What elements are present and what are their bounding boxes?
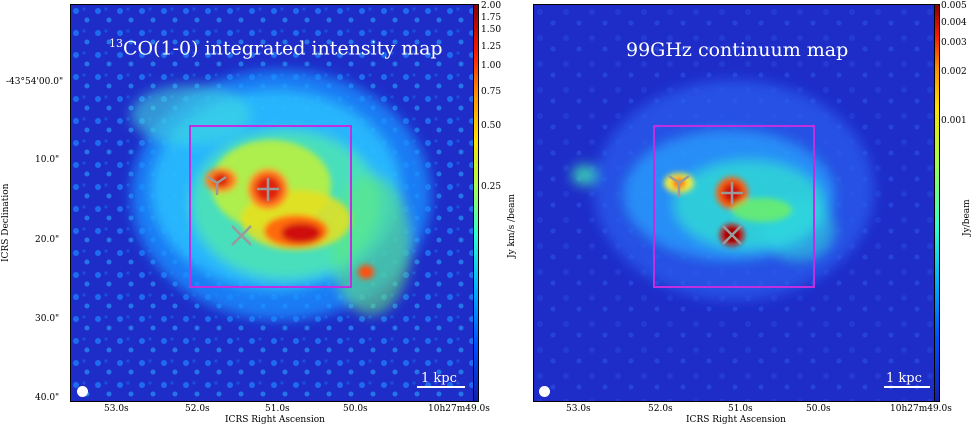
continuum-cbar-tick-0: 0.005	[941, 1, 967, 11]
co-cbar-tick-3: 1.25	[481, 42, 502, 52]
co-y-tick-1: 10.0"	[35, 155, 60, 165]
co-intensity-map: 13CO(1-0) integrated intensity map 1 kpc	[70, 4, 474, 402]
continuum-x-tick-4: 10h27m49.0s	[890, 404, 952, 414]
co-cbar-tick-7: 0.25	[481, 182, 502, 192]
co-x-tick-3: 50.0s	[343, 404, 368, 414]
co-y-axis-title: ICRS Declination	[1, 183, 11, 262]
co-map-title: 13CO(1-0) integrated intensity map	[109, 37, 443, 60]
continuum-map: 99GHz continuum map 1 kpc	[533, 4, 935, 402]
co-scalebar-label: 1 kpc	[421, 371, 457, 386]
co-cbar-tick-5: 0.75	[481, 87, 502, 97]
co-cbar-tick-0: 2.00	[481, 1, 502, 11]
continuum-x-tick-2: 51.0s	[728, 404, 753, 414]
co-y-tick-2: 20.0"	[35, 235, 60, 245]
co-cbar-tick-4: 1.00	[481, 61, 502, 71]
co-colorbar-title: Jy km/s /beam	[507, 193, 517, 258]
region-box	[189, 125, 352, 288]
continuum-scalebar-label: 1 kpc	[886, 371, 922, 386]
continuum-x-tick-1: 52.0s	[648, 404, 673, 414]
continuum-x-axis-title: ICRS Right Ascension	[686, 415, 786, 425]
continuum-map-title: 99GHz continuum map	[626, 39, 849, 61]
continuum-cbar-tick-3: 0.002	[941, 67, 967, 77]
co-y-tick-0: -43°54'00.0"	[6, 77, 64, 87]
continuum-scalebar-line	[884, 386, 930, 388]
continuum-x-tick-3: 50.0s	[806, 404, 831, 414]
co-x-tick-0: 53.0s	[104, 404, 129, 414]
continuum-cbar-tick-4: 0.001	[941, 116, 967, 126]
co-beam-ellipse	[77, 386, 88, 397]
continuum-cbar-tick-1: 0.004	[941, 18, 967, 28]
co-cbar-tick-6: 0.50	[481, 121, 502, 131]
continuum-x-tick-0: 53.0s	[566, 404, 591, 414]
co-x-tick-2: 51.0s	[265, 404, 290, 414]
co-x-tick-4: 10h27m49.0s	[428, 404, 490, 414]
co-cbar-tick-2: 1.50	[481, 25, 502, 35]
source-markers	[207, 175, 279, 246]
co-scalebar-line	[417, 386, 465, 388]
co-x-axis-title: ICRS Right Ascension	[225, 415, 325, 425]
co-y-tick-3: 30.0"	[35, 314, 60, 324]
continuum-colorbar	[934, 4, 940, 402]
co-colorbar	[473, 4, 479, 402]
continuum-beam-ellipse	[539, 386, 550, 397]
co-cbar-tick-1: 1.75	[481, 13, 502, 23]
continuum-map-image	[534, 5, 934, 401]
continuum-colorbar-title: Jy/beam	[962, 199, 972, 236]
co-map-image	[71, 5, 473, 401]
source-markers-continuum	[668, 174, 743, 245]
co-y-tick-4: 40.0"	[35, 393, 60, 403]
region-box-continuum	[653, 125, 815, 288]
continuum-cbar-tick-2: 0.003	[941, 38, 967, 48]
co-x-tick-1: 52.0s	[185, 404, 210, 414]
